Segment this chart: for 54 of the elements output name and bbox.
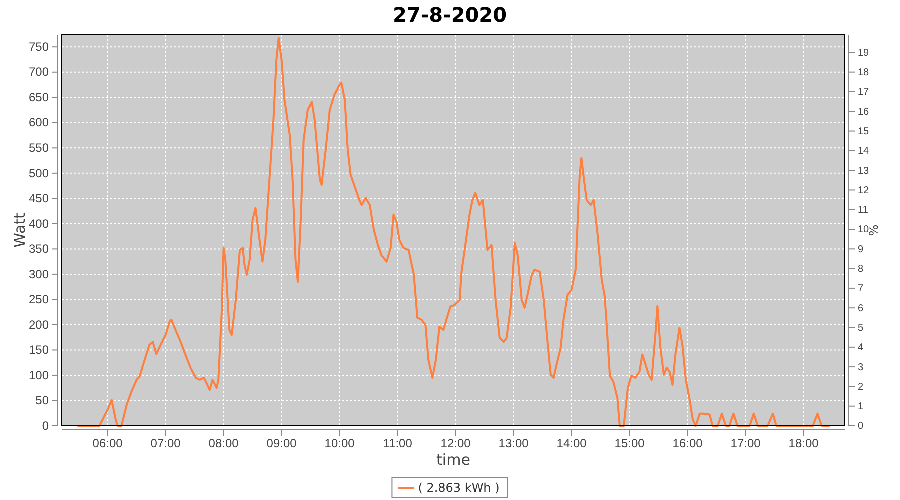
y2-tick-label: 5 [858,322,864,334]
y2-tick-label: 0 [858,421,864,432]
y2-tick-label: 7 [858,284,864,295]
y2-tick-label: 10 [858,224,870,236]
y-tick-label: 50 [36,394,50,408]
x-tick-label: 06:00 [92,436,124,451]
y2-tick-label: 11 [858,205,869,216]
y2-tick-label: 13 [858,166,870,177]
y-tick-label: 400 [28,216,50,231]
y-tick-label: 500 [28,166,50,180]
x-tick-label: 16:00 [672,436,704,451]
x-tick-label: 17:00 [730,436,762,451]
y-tick-label: 350 [28,242,50,256]
y2-tick-label: 4 [858,342,864,354]
y-tick-label: 600 [28,116,50,130]
y-tick-label: 700 [28,65,50,80]
x-tick-label: 14:00 [556,436,588,451]
y2-tick-label: 3 [858,362,864,374]
y-tick-label: 750 [28,40,50,54]
y-tick-label: 250 [28,292,50,307]
line-series [76,37,831,427]
chart-title: 27-8-2020 [392,3,508,27]
y-tick-label: 300 [28,267,50,282]
legend-label: ( 2.863 kWh ) [418,481,500,495]
x-tick-label: 08:00 [208,436,240,451]
y-tick-label: 450 [28,192,50,206]
x-tick-label: 10:00 [324,436,356,451]
y-tick-label: 100 [28,368,50,382]
y-axis-title: Watt [11,212,29,248]
y2-tick-label: 8 [858,264,864,276]
x-axis-title: time [436,451,470,469]
y2-tick-label: 19 [858,48,870,59]
y2-tick-label: 9 [858,244,864,256]
y-tick-label: 550 [28,141,50,155]
x-tick-label: 12:00 [440,436,472,451]
y2-tick-label: 6 [858,303,864,314]
x-tick-label: 18:00 [788,436,820,451]
x-tick-label: 09:00 [266,436,298,451]
y2-tick-label: 2 [858,382,864,393]
y2-tick-label: 15 [858,126,870,138]
y2-tick-label: 12 [858,185,870,196]
x-tick-label: 11:00 [383,436,413,451]
x-tick-label: 07:00 [150,436,182,451]
y-tick-label: 200 [28,318,50,332]
y2-tick-label: 18 [858,68,870,79]
x-tick-label: 13:00 [498,436,530,451]
y-tick-label: 650 [28,90,50,104]
y2-tick-label: 1 [858,402,864,413]
y2-tick-label: 17 [858,87,870,98]
y2-tick-label: 16 [858,106,870,118]
y-tick-label: 0 [42,418,50,433]
x-tick-label: 15:00 [614,436,646,451]
y2-tick-label: 14 [858,146,870,158]
y-tick-label: 150 [28,343,50,358]
